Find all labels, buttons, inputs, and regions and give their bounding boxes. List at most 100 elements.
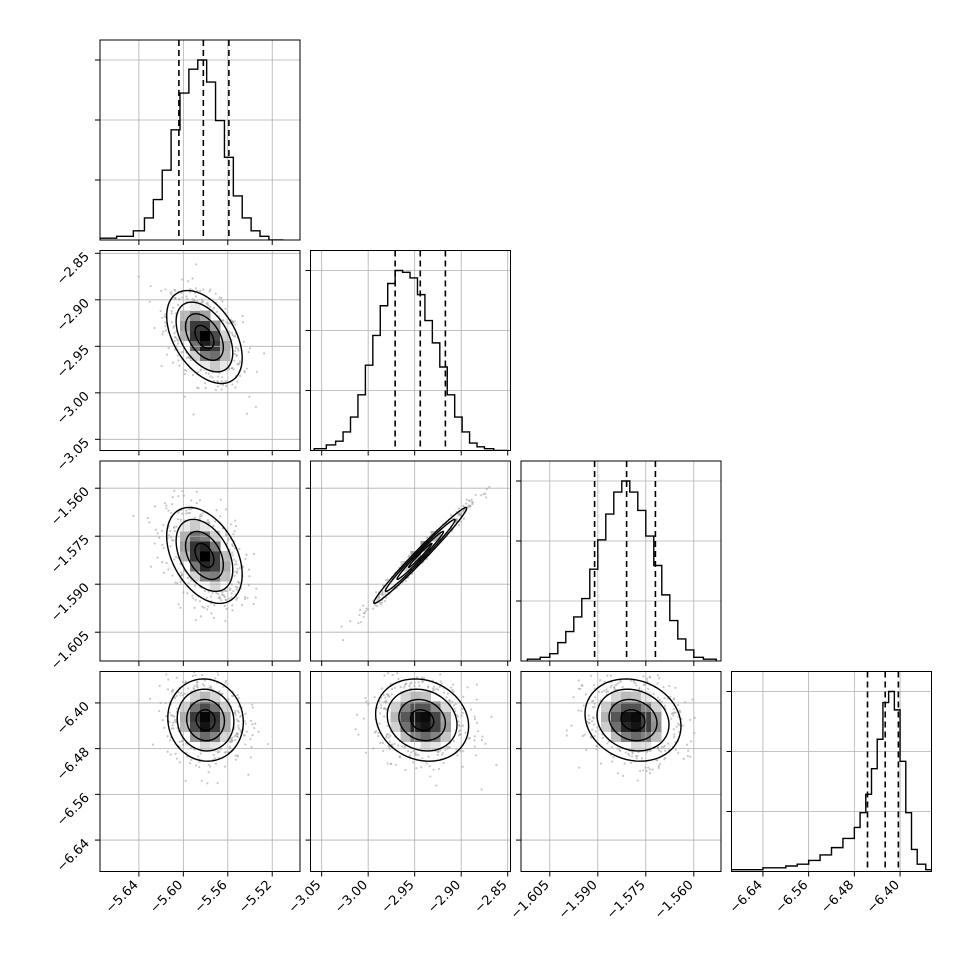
- sample-point: [234, 738, 237, 742]
- sample-point: [475, 683, 479, 686]
- sample-point: [218, 296, 221, 299]
- sample-point: [229, 587, 232, 590]
- sample-point: [234, 758, 237, 761]
- sample-point: [148, 300, 151, 303]
- sample-point: [153, 505, 157, 508]
- sample-point: [470, 708, 473, 711]
- sample-point: [235, 735, 239, 738]
- sample-point: [689, 718, 692, 722]
- sample-point: [357, 621, 360, 625]
- x-tick-label: −6.48: [818, 878, 857, 917]
- density-cell: [400, 711, 411, 722]
- sample-point: [174, 581, 177, 584]
- sample-point: [656, 747, 660, 750]
- sample-point: [180, 291, 183, 295]
- density-cell: [190, 521, 201, 532]
- x-tick-label: −5.52: [236, 878, 275, 917]
- sample-point: [170, 511, 173, 515]
- sample-point: [362, 717, 365, 720]
- sample-point: [477, 730, 480, 733]
- sample-point: [182, 591, 185, 594]
- histogram-1: [313, 269, 508, 451]
- sample-point: [378, 722, 381, 725]
- sample-point: [217, 592, 220, 596]
- sample-point: [384, 599, 387, 603]
- sample-point: [603, 680, 606, 683]
- density-cell: [440, 711, 451, 722]
- sample-point: [207, 605, 210, 608]
- sample-point: [236, 732, 239, 735]
- sample-point: [442, 691, 446, 694]
- density-cell: [220, 571, 231, 582]
- sample-point: [426, 686, 430, 689]
- density-cell: [220, 701, 231, 712]
- sample-point: [408, 684, 411, 688]
- sample-point: [195, 501, 198, 505]
- sample-point: [204, 371, 208, 375]
- sample-point: [365, 700, 368, 703]
- density-cell: [641, 711, 652, 722]
- y-tick-label: −1.605: [48, 628, 93, 673]
- sample-point: [462, 504, 465, 507]
- density-cell: [200, 731, 211, 742]
- sample-point: [356, 713, 359, 716]
- sample-point: [209, 595, 213, 598]
- sample-point: [421, 680, 424, 684]
- density-cell: [621, 711, 632, 722]
- x-tick-label: −1.590: [556, 878, 601, 923]
- sample-point: [216, 781, 219, 785]
- sample-point: [612, 668, 614, 670]
- sample-point: [225, 607, 228, 611]
- sample-point: [186, 576, 189, 579]
- sample-point: [415, 676, 419, 679]
- sample-point: [234, 709, 237, 713]
- sample-point: [230, 543, 234, 546]
- sample-point: [671, 712, 674, 715]
- sample-point: [187, 687, 190, 690]
- sample-point: [373, 731, 376, 734]
- sample-point: [244, 743, 247, 746]
- sample-point: [206, 304, 210, 307]
- sample-point: [262, 352, 266, 355]
- sample-point: [248, 347, 252, 350]
- sample-point: [586, 721, 589, 724]
- sample-point: [674, 748, 677, 751]
- y-tick-label: −6.48: [54, 745, 93, 784]
- sample-point: [672, 714, 675, 717]
- sample-point: [244, 722, 247, 725]
- axes-frame-2-1: [310, 460, 511, 662]
- density-cell: [641, 731, 652, 742]
- sample-point: [459, 513, 462, 517]
- sample-point: [198, 600, 202, 603]
- sample-point: [173, 289, 176, 292]
- sample-point: [166, 735, 169, 738]
- sample-point: [172, 324, 176, 328]
- sample-point: [220, 296, 223, 300]
- density-cell: [210, 731, 221, 742]
- axes-frame-3-3: [731, 671, 932, 872]
- sample-point: [457, 715, 460, 718]
- density-cell: [180, 711, 191, 722]
- density-cell: [190, 701, 201, 712]
- sample-point: [168, 711, 172, 714]
- sample-point: [458, 730, 461, 733]
- sample-point: [621, 686, 624, 689]
- sample-point: [249, 756, 252, 759]
- sample-point: [591, 720, 594, 723]
- sample-point: [185, 295, 188, 298]
- sample-point: [372, 747, 375, 750]
- sample-point: [171, 724, 174, 727]
- sample-point: [204, 386, 207, 390]
- sample-point: [254, 596, 257, 599]
- sample-point: [160, 289, 163, 292]
- sample-point: [236, 596, 239, 599]
- density-cell: [210, 571, 221, 582]
- sample-point: [198, 499, 202, 502]
- sample-point: [190, 508, 193, 511]
- sample-point: [603, 689, 606, 692]
- sample-point: [163, 502, 167, 505]
- sample-point: [227, 751, 230, 754]
- contour-level-2: [386, 688, 458, 752]
- sample-point: [200, 674, 204, 677]
- sample-point: [170, 310, 173, 313]
